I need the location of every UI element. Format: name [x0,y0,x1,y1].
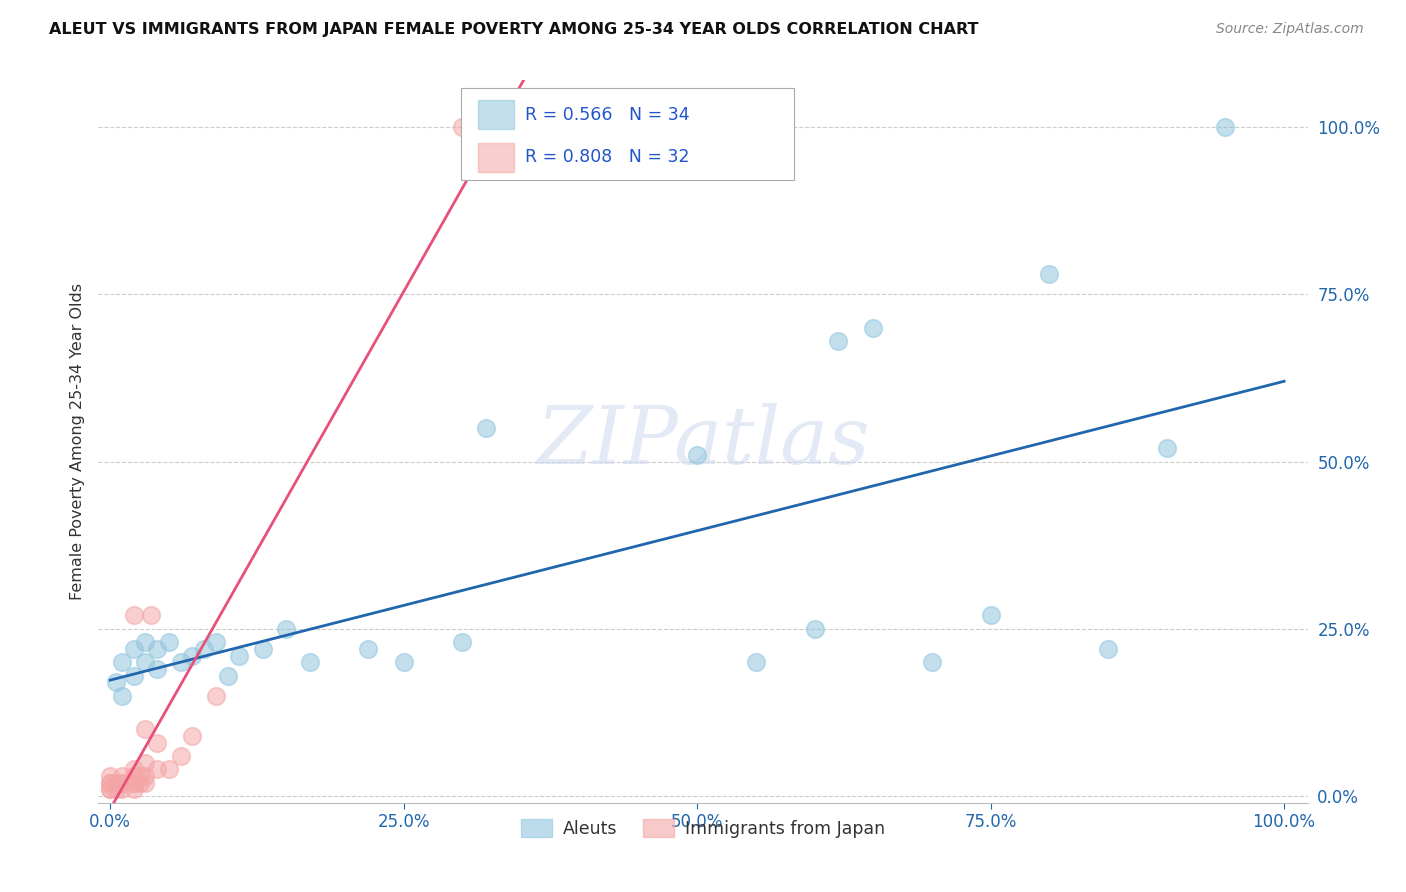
Point [128,776,150,790]
Point [111,776,134,790]
Point [146,735,169,749]
Point [134,776,156,790]
Point [204,635,226,649]
Point [122,782,145,797]
Point [141,608,163,623]
Point [451,635,474,649]
Point [169,749,191,764]
Point [134,756,156,770]
Point [98,782,121,797]
Point [157,762,180,776]
Point [122,769,145,783]
Point [745,655,768,669]
Point [111,655,134,669]
Point [105,782,128,797]
Point [111,776,134,790]
FancyBboxPatch shape [461,87,793,180]
Point [392,655,415,669]
Point [146,762,169,776]
Point [486,120,509,135]
Point [98,776,121,790]
Point [217,669,239,683]
Text: R = 0.566   N = 34: R = 0.566 N = 34 [526,105,690,124]
Point [122,642,145,657]
Point [122,776,145,790]
Y-axis label: Female Poverty Among 25-34 Year Olds: Female Poverty Among 25-34 Year Olds [69,283,84,600]
Point [105,776,128,790]
Point [1038,268,1060,282]
Point [105,675,128,690]
Point [193,642,215,657]
Point [122,608,145,623]
Point [122,776,145,790]
Point [252,642,274,657]
Point [827,334,849,349]
Point [122,762,145,776]
Point [111,782,134,797]
Point [475,421,498,435]
Point [157,635,180,649]
Point [111,689,134,703]
Point [146,662,169,676]
Point [357,642,380,657]
Point [921,655,943,669]
Point [122,669,145,683]
Point [98,769,121,783]
Point [298,655,321,669]
Point [134,655,156,669]
Point [228,648,250,663]
Point [169,655,191,669]
Point [803,622,825,636]
Point [980,608,1002,623]
Point [862,321,884,335]
Text: Source: ZipAtlas.com: Source: ZipAtlas.com [1216,22,1364,37]
Point [134,769,156,783]
Text: ALEUT VS IMMIGRANTS FROM JAPAN FEMALE POVERTY AMONG 25-34 YEAR OLDS CORRELATION : ALEUT VS IMMIGRANTS FROM JAPAN FEMALE PO… [49,22,979,37]
Point [1097,642,1119,657]
Point [98,776,121,790]
Point [181,729,204,743]
FancyBboxPatch shape [478,143,515,171]
Point [204,689,226,703]
Legend: Aleuts, Immigrants from Japan: Aleuts, Immigrants from Japan [515,812,891,845]
Point [134,723,156,737]
Point [134,635,156,649]
Point [276,622,298,636]
Point [451,120,474,135]
Point [128,769,150,783]
Point [686,448,709,462]
Point [181,648,204,663]
Point [111,769,134,783]
Text: R = 0.808   N = 32: R = 0.808 N = 32 [526,148,690,166]
Point [146,642,169,657]
Text: ZIPatlas: ZIPatlas [536,403,870,480]
Point [1215,120,1237,135]
Point [98,782,121,797]
Point [1156,442,1178,455]
FancyBboxPatch shape [478,100,515,129]
